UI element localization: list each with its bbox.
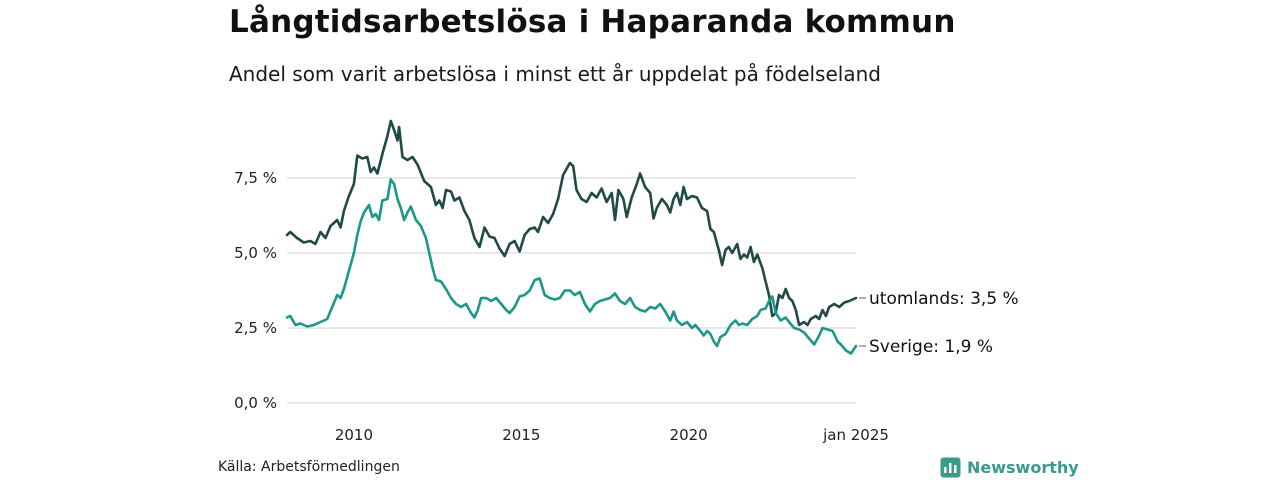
series-line-sverige	[285, 178, 858, 355]
y-tick-label: 7,5 %	[234, 169, 277, 187]
newsworthy-icon	[940, 457, 961, 477]
x-tick-label: 2015	[502, 426, 540, 444]
series-layer	[285, 119, 858, 355]
series-end-label-utomlands: utomlands: 3,5 %	[869, 289, 1019, 309]
y-tick-label: 2,5 %	[234, 319, 277, 337]
x-tick-label: jan 2025	[822, 426, 889, 444]
source-note: Källa: Arbetsförmedlingen	[218, 459, 400, 475]
axis-layer: 0,0 % 2,5 % 5,0 % 7,5 % 2010 2015 2020 jan 2025	[234, 169, 889, 444]
y-tick-label: 0,0 %	[234, 394, 277, 412]
chart-subtitle: Andel som varit arbetslösa i minst ett å…	[229, 62, 881, 86]
x-tick-label: 2020	[670, 426, 708, 444]
grid-layer	[287, 177, 856, 404]
brand-logo: Newsworthy	[940, 456, 1079, 478]
y-tick-label: 5,0 %	[234, 244, 277, 262]
series-line-utomlands	[285, 119, 858, 327]
x-tick-label: 2010	[335, 426, 373, 444]
brand-name: Newsworthy	[967, 457, 1079, 477]
chart-title: Långtidsarbetslösa i Haparanda kommun	[229, 4, 956, 40]
series-end-label-sverige: Sverige: 1,9 %	[869, 337, 993, 357]
series-label-layer: utomlands: 3,5 % Sverige: 1,9 %	[859, 289, 1019, 357]
